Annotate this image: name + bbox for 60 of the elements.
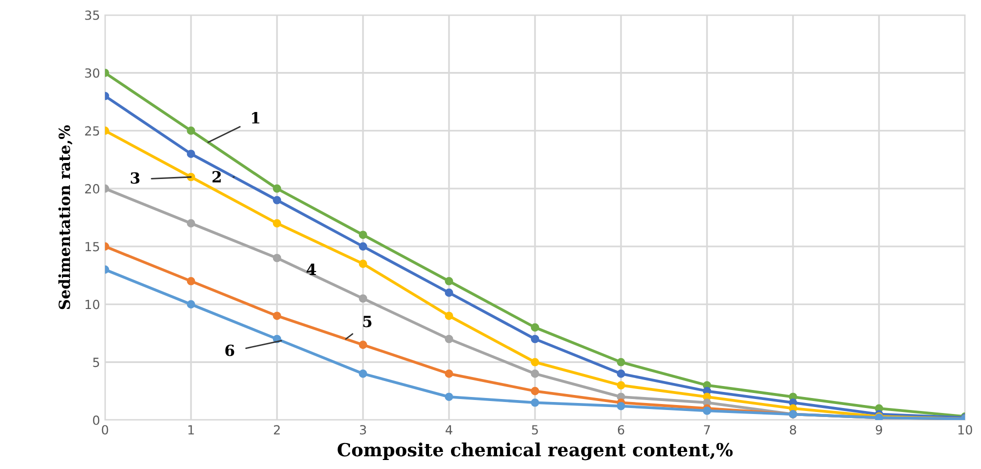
point bbox=[358, 260, 368, 268]
series-label: 4 bbox=[306, 264, 316, 275]
x-tick-label: 2 bbox=[274, 425, 280, 434]
y-tick-label: 0 bbox=[93, 415, 100, 425]
x-tick-label: 4 bbox=[446, 425, 452, 434]
x-tick-label: 3 bbox=[360, 425, 366, 435]
x-tick-label: 10 bbox=[958, 425, 972, 435]
point bbox=[616, 381, 626, 390]
point bbox=[444, 392, 454, 402]
point bbox=[272, 312, 282, 320]
text: 1 bbox=[252, 112, 260, 124]
point bbox=[444, 312, 454, 320]
point bbox=[358, 294, 368, 303]
point bbox=[444, 334, 454, 344]
point bbox=[186, 300, 196, 308]
point bbox=[444, 276, 454, 286]
point bbox=[186, 126, 196, 135]
point bbox=[272, 196, 282, 204]
series-label: 3 bbox=[130, 172, 140, 184]
series-label: 2 bbox=[212, 171, 221, 182]
series-label: 6 bbox=[225, 344, 234, 356]
point bbox=[272, 254, 282, 262]
point bbox=[444, 288, 454, 297]
y-tick-label: 30 bbox=[85, 68, 100, 78]
point bbox=[616, 370, 626, 378]
y-axis-title: Sedimentation rate,% bbox=[58, 125, 72, 310]
x-tick-label: 1 bbox=[188, 425, 194, 434]
y-tick-label: 20 bbox=[85, 184, 100, 194]
point bbox=[358, 340, 368, 349]
point bbox=[358, 230, 368, 240]
point bbox=[530, 323, 540, 332]
x-tick-label: 5 bbox=[532, 425, 538, 435]
point bbox=[186, 276, 196, 286]
point bbox=[616, 402, 626, 410]
x-tick-label: 0 bbox=[102, 425, 108, 435]
point bbox=[444, 370, 454, 378]
x-tick-label: 7 bbox=[704, 425, 710, 434]
y-tick-label: 10 bbox=[86, 300, 100, 310]
point bbox=[530, 358, 540, 366]
x-tick-label: 8 bbox=[790, 425, 796, 435]
point bbox=[358, 242, 368, 251]
x-tick-label: 6 bbox=[618, 425, 624, 435]
y-tick-label: 5 bbox=[93, 358, 100, 368]
point bbox=[186, 219, 196, 228]
point bbox=[358, 370, 368, 378]
point bbox=[530, 398, 540, 407]
y-tick-label: 15 bbox=[86, 242, 100, 252]
x-axis-title: Composite chemical reagent content,% bbox=[338, 442, 733, 460]
point bbox=[530, 386, 540, 396]
series-label: 5 bbox=[363, 316, 372, 328]
y-tick-label: 25 bbox=[85, 126, 100, 136]
point bbox=[272, 184, 282, 193]
point bbox=[702, 406, 712, 415]
point bbox=[530, 334, 540, 344]
point bbox=[186, 150, 196, 158]
point bbox=[530, 370, 540, 378]
x-tick-label: 9 bbox=[876, 425, 882, 435]
y-tick-label: 35 bbox=[85, 10, 100, 20]
point bbox=[616, 358, 626, 366]
point bbox=[272, 219, 282, 228]
